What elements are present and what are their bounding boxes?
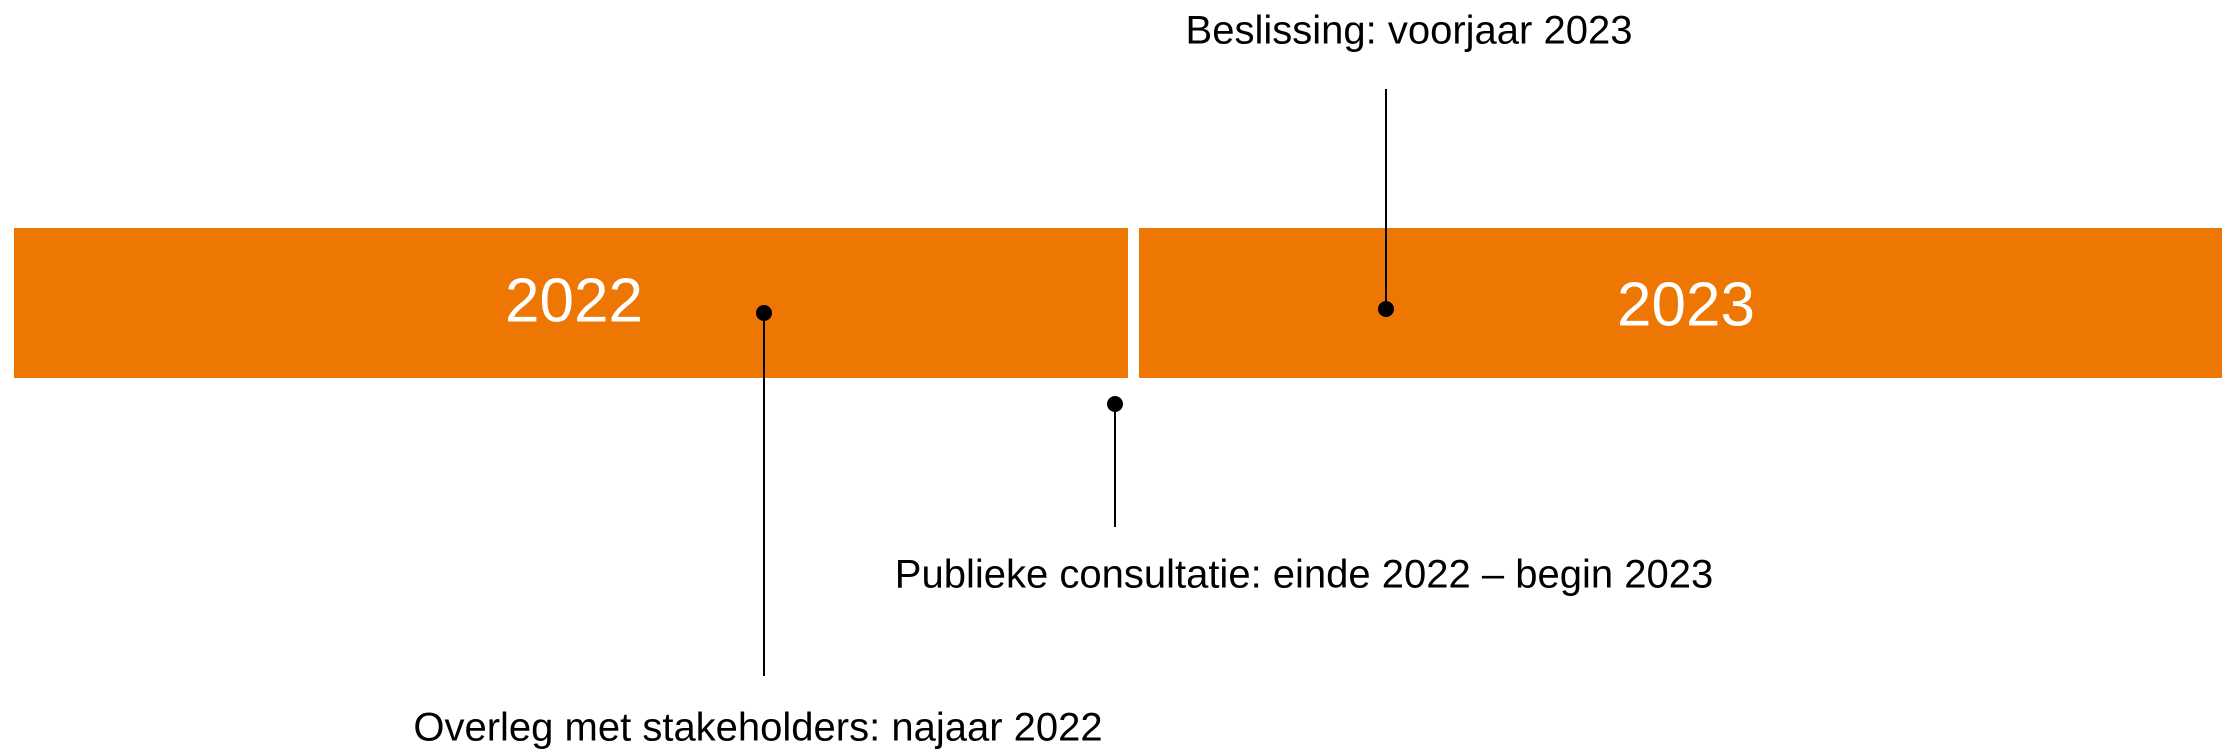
milestone-label: Overleg met stakeholders: najaar 2022 xyxy=(413,706,1102,750)
milestone-dot xyxy=(756,305,772,321)
year-bar xyxy=(1139,228,2222,378)
year-bar xyxy=(14,228,1128,378)
year-label: 2023 xyxy=(1617,270,1755,339)
milestone-label: Publieke consultatie: einde 2022 – begin… xyxy=(895,553,1713,597)
milestone-dot xyxy=(1107,396,1123,412)
milestone-dot xyxy=(1378,301,1394,317)
milestone-label: Beslissing: voorjaar 2023 xyxy=(1186,9,1633,53)
year-label: 2022 xyxy=(505,266,643,335)
